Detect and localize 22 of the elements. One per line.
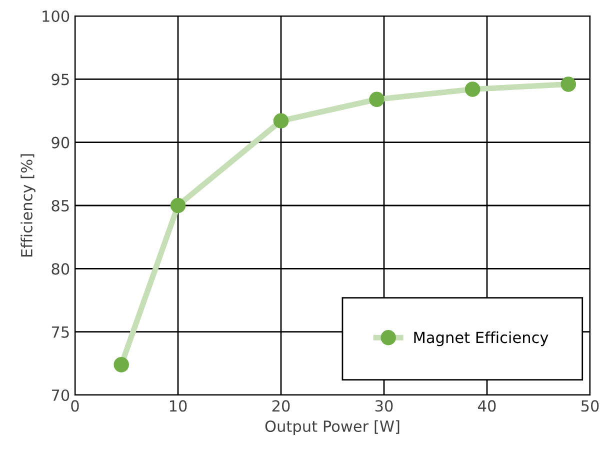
point (114, 357, 129, 372)
legend-label: Magnet Efficiency (414, 331, 548, 346)
x-tick-label: 20 (272, 400, 290, 412)
y-tick-label: 100 (42, 10, 70, 22)
x-tick-label: 0 (71, 400, 79, 412)
y-tick-label: 80 (52, 263, 70, 275)
y-tick-label: 95 (52, 74, 69, 86)
y-tick-label: 75 (52, 326, 69, 338)
point (273, 113, 289, 128)
y-axis-title: Efficiency [%] (20, 154, 36, 257)
x-axis-title: Output Power [W] (265, 420, 400, 435)
point (369, 92, 384, 108)
y-tick-label: 70 (52, 389, 70, 402)
point (170, 198, 186, 214)
x-tick-label: 40 (478, 400, 496, 412)
x-tick-label: 30 (375, 400, 393, 412)
x-tick-label: 10 (170, 400, 187, 412)
point (560, 76, 576, 92)
x-tick-label: 50 (581, 400, 599, 412)
y-tick-label: 90 (52, 136, 70, 148)
y-tick-label: 85 (52, 200, 69, 212)
point (464, 82, 480, 97)
